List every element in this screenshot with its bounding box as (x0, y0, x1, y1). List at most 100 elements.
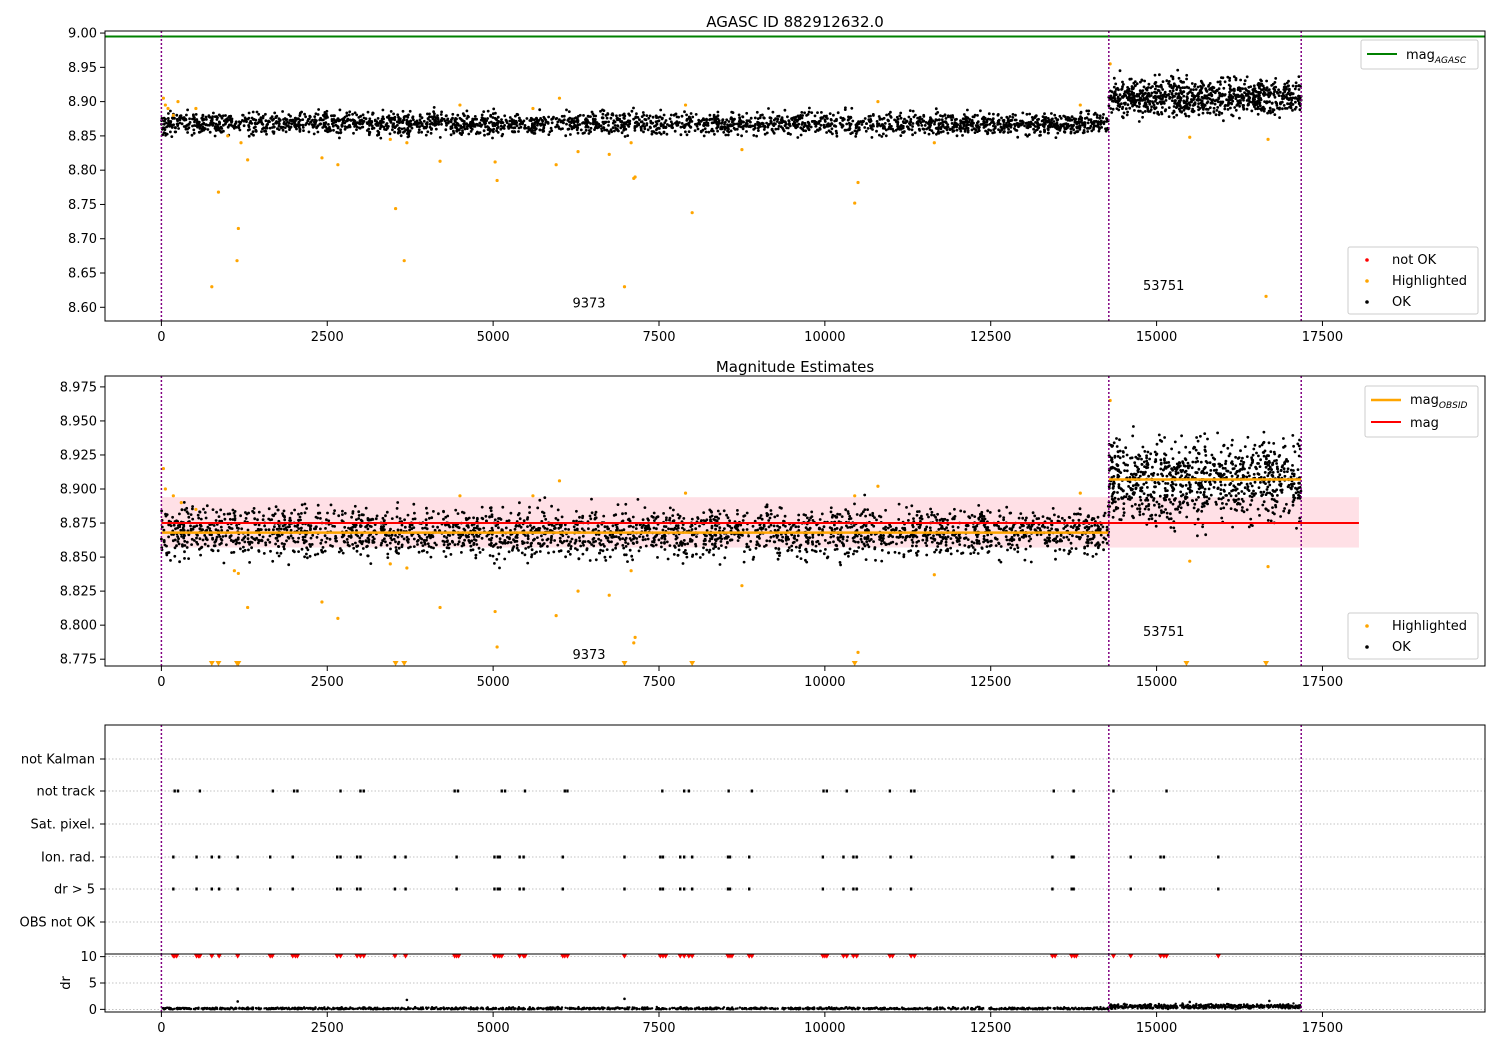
ok-point (316, 130, 320, 134)
ok-point (834, 118, 838, 122)
ok-point (237, 126, 241, 129)
ok-point (811, 533, 815, 537)
ok-point (1293, 96, 1297, 100)
ok-point (775, 120, 779, 123)
ok-point (846, 510, 850, 513)
ok-point (1269, 91, 1273, 95)
highlighted-point (554, 163, 558, 167)
ok-point (814, 544, 818, 548)
ok-point (1258, 94, 1261, 98)
ok-point (191, 517, 195, 521)
ok-point (852, 552, 855, 556)
ok-point (806, 536, 809, 539)
ok-point (1285, 87, 1288, 91)
ok-point (923, 124, 927, 127)
ok-point (503, 114, 507, 118)
y-tick-label: 8.70 (68, 232, 97, 247)
ok-point (680, 122, 684, 125)
ok-point (195, 536, 198, 540)
ok-point (624, 512, 628, 515)
ok-point (473, 115, 477, 118)
ok-point (293, 550, 296, 554)
ok-point (699, 129, 703, 133)
ok-point (505, 519, 509, 523)
ok-point (672, 508, 675, 512)
ok-point (1051, 117, 1054, 121)
ok-point (863, 508, 867, 511)
ok-point (221, 535, 225, 538)
ok-point (1056, 118, 1060, 121)
ok-point (428, 115, 431, 119)
ok-point (1244, 94, 1248, 97)
ok-point (209, 119, 213, 123)
ok-point (1029, 537, 1033, 541)
ok-point (386, 126, 389, 130)
ok-point (186, 131, 190, 134)
ok-point (944, 543, 948, 547)
ok-point (855, 534, 859, 538)
ok-point (1210, 98, 1213, 102)
ok-point (1073, 119, 1077, 123)
ok-point (975, 125, 979, 129)
ok-point (1245, 75, 1249, 79)
ok-point (1025, 112, 1029, 116)
ok-point (665, 132, 669, 136)
ok-point (1043, 525, 1046, 529)
ok-point (1213, 99, 1217, 103)
ok-point (962, 113, 966, 116)
ok-point (905, 120, 909, 123)
ok-point (848, 126, 852, 130)
ok-point (1282, 85, 1286, 89)
ok-point (321, 114, 325, 117)
ok-point (742, 124, 746, 128)
ok-point (830, 118, 833, 122)
ok-point (493, 124, 497, 127)
ok-point (941, 130, 945, 133)
ok-point (622, 128, 626, 132)
ok-point (759, 125, 762, 128)
legend-highlighted-marker (1365, 279, 1369, 283)
ok-point (675, 120, 679, 124)
ok-point (769, 535, 773, 539)
ok-point (807, 123, 811, 127)
ok-point (987, 128, 990, 132)
ok-point (1131, 104, 1135, 107)
ok-point (898, 114, 902, 118)
ok-point (782, 129, 786, 133)
ok-point (762, 128, 766, 131)
ok-point (1123, 90, 1127, 94)
ok-point (411, 115, 415, 119)
ok-point (1114, 87, 1118, 91)
ok-point (1118, 93, 1122, 97)
ok-point (174, 130, 178, 134)
ok-point (1109, 107, 1113, 110)
ok-point (1057, 515, 1060, 519)
ok-point (1083, 552, 1086, 555)
ok-point (967, 545, 971, 549)
ok-point (612, 119, 616, 123)
ok-point (702, 511, 706, 514)
ok-point (261, 127, 264, 131)
ok-point (415, 540, 419, 543)
ok-point (1000, 116, 1003, 120)
ok-point (966, 126, 970, 130)
ok-point (1268, 100, 1271, 104)
ok-point (1043, 112, 1046, 116)
ok-point (726, 133, 730, 137)
ok-point (538, 498, 542, 502)
ok-point (1102, 113, 1105, 116)
ok-point (490, 536, 494, 540)
ok-point (1080, 121, 1084, 124)
ok-point (889, 525, 892, 528)
ok-point (214, 519, 218, 522)
ok-point (298, 130, 302, 133)
ok-point (204, 123, 208, 127)
ok-point (778, 526, 782, 529)
ok-point (482, 129, 486, 133)
ok-point (517, 126, 521, 130)
ok-point (423, 125, 426, 129)
ok-point (716, 110, 720, 114)
ok-point (533, 552, 537, 555)
ok-point (298, 112, 302, 116)
ok-point (893, 118, 896, 122)
